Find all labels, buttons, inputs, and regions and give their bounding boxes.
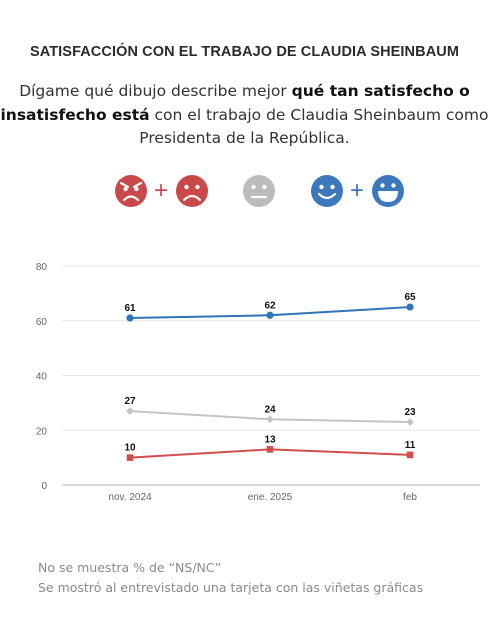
data-label: 11 [405,440,416,451]
angry-face-icon [115,175,147,207]
data-point [266,311,274,319]
data-label: 10 [124,443,136,454]
series-dissatisfied: 10 13 11 [124,434,416,461]
data-point [126,314,134,322]
question-text: Presidenta de la República. [139,129,350,147]
question-text: con el trabajo de Claudia Sheinbaum como [149,105,489,124]
y-tick-label: 20 [36,426,48,437]
y-tick-label: 60 [36,317,48,328]
data-point [266,415,274,424]
footnote: No se muestra % de “NS/NC” [38,560,222,575]
data-label: 65 [404,292,416,303]
line-chart: 0 20 40 60 80 nov. 2024 ene. 2025 feb 61 62 65 27… [36,262,480,503]
y-tick-label: 0 [41,481,47,492]
plus-sign: + [350,177,364,204]
data-label: 13 [264,434,276,445]
smile-face-icon [311,175,343,207]
chart-series: 61 62 65 27 24 23 10 13 11 [124,292,416,461]
data-label: 24 [264,404,276,415]
face-legend: + + [115,175,404,207]
grin-face-icon [372,175,404,207]
frown-face-icon [176,175,208,207]
series-satisfied: 61 62 65 [124,292,416,322]
plus-sign: + [154,177,168,204]
footnote: Se mostró al entrevistado una tarjeta co… [38,580,424,595]
question-emphasis: qué tan satisfecho o [291,82,470,100]
data-label: 62 [264,300,276,311]
y-axis: 0 20 40 60 80 [36,262,48,492]
data-label: 23 [404,407,416,418]
question-emphasis: insatisfecho está [0,105,150,124]
x-axis: nov. 2024 ene. 2025 feb [108,492,417,503]
footnotes: No se muestra % de “NS/NC” Se mostró al … [38,558,423,598]
x-tick-label: ene. 2025 [248,492,293,503]
data-point [406,451,414,459]
data-point [266,446,274,453]
data-point [126,407,134,415]
y-tick-label: 40 [36,372,48,383]
series-neutral: 27 24 23 [124,396,416,426]
data-point [406,418,414,426]
question-text: Dígame qué dibujo describe mejor [19,82,292,100]
survey-question: Dígame qué dibujo describe mejor qué tan… [0,80,489,151]
y-tick-label: 80 [36,262,48,273]
data-label: 27 [124,396,136,407]
x-tick-label: feb [403,492,417,503]
data-label: 61 [124,303,136,314]
x-tick-label: nov. 2024 [108,492,152,503]
chart-gridlines [62,265,480,486]
data-point [126,454,134,461]
data-point [406,303,414,311]
chart-title: SATISFACCIÓN CON EL TRABAJO DE CLAUDIA S… [29,44,460,60]
neutral-face-icon [243,175,275,207]
